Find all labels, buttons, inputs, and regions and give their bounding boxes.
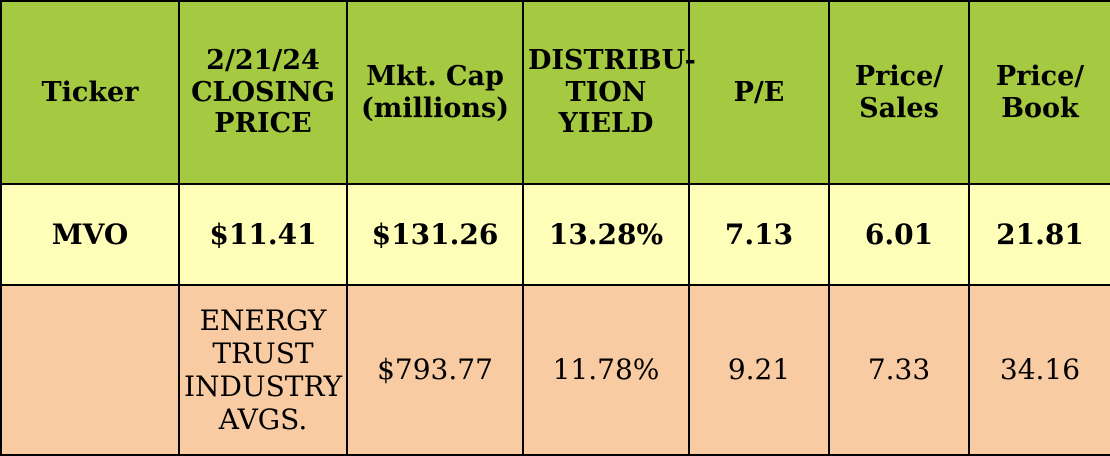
cell-industry-label: ENERGY TRUST INDUSTRY AVGS. <box>178 284 348 456</box>
header-ticker: Ticker <box>0 0 180 185</box>
header-price-sales-line: Price/ <box>854 60 944 92</box>
header-distribution-yield-line: DISTRIBU- <box>528 44 696 76</box>
header-mkt-cap-line: Mkt. Cap <box>366 60 504 92</box>
industry-label-line: ENERGY <box>199 303 327 337</box>
industry-label-line: AVGS. <box>218 403 308 437</box>
cell-distribution-yield: 13.28% <box>522 183 690 286</box>
table-row-mvo: MVO $11.41 $131.26 13.28% 7.13 6.01 21.8… <box>0 183 1110 286</box>
cell-mkt-cap: $793.77 <box>346 284 524 456</box>
header-price-sales: Price/ Sales <box>828 0 970 185</box>
header-distribution-yield: DISTRIBU- TION YIELD <box>522 0 696 185</box>
header-mkt-cap: Mkt. Cap (millions) <box>346 0 524 185</box>
header-closing-price-line: 2/21/24 <box>206 44 320 76</box>
cell-pe: 9.21 <box>688 284 830 456</box>
header-price-book-line: Book <box>1001 92 1079 124</box>
cell-pe: 7.13 <box>688 183 830 286</box>
table-row-industry-avgs: ENERGY TRUST INDUSTRY AVGS. $793.77 11.7… <box>0 284 1110 456</box>
header-pe-line: P/E <box>733 76 785 108</box>
header-price-book: Price/ Book <box>968 0 1110 185</box>
header-mkt-cap-line: (millions) <box>361 92 509 124</box>
cell-mkt-cap: $131.26 <box>346 183 524 286</box>
header-price-book-line: Price/ <box>995 60 1085 92</box>
cell-ticker <box>0 284 180 456</box>
header-distribution-yield-line: TION <box>565 76 647 108</box>
cell-distribution-yield: 11.78% <box>522 284 690 456</box>
cell-price-book: 21.81 <box>968 183 1110 286</box>
header-pe: P/E <box>688 0 830 185</box>
cell-price-book: 34.16 <box>968 284 1110 456</box>
header-price-sales-line: Sales <box>859 92 939 124</box>
cell-price-sales: 7.33 <box>828 284 970 456</box>
industry-label-line: TRUST <box>212 336 314 370</box>
header-distribution-yield-line: YIELD <box>558 108 654 140</box>
cell-ticker: MVO <box>0 183 180 286</box>
header-closing-price: 2/21/24 CLOSING PRICE <box>178 0 348 185</box>
header-closing-price-line: PRICE <box>214 108 312 140</box>
industry-label-line: INDUSTRY <box>184 370 343 403</box>
cell-closing-price: $11.41 <box>178 183 348 286</box>
cell-price-sales: 6.01 <box>828 183 970 286</box>
header-closing-price-line: CLOSING <box>191 76 335 108</box>
header-row: Ticker 2/21/24 CLOSING PRICE Mkt. Cap (m… <box>0 0 1110 185</box>
header-ticker-line: Ticker <box>41 76 139 108</box>
